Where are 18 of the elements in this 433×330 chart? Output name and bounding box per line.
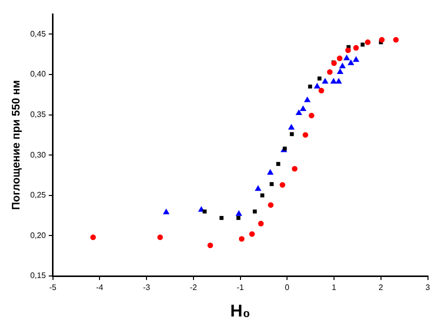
x-tick-label: -4 — [96, 283, 104, 292]
y-tick-label: 0,25 — [30, 190, 46, 200]
y-tick-label: 0,45 — [30, 29, 46, 38]
y-tick-label: 0,35 — [30, 110, 46, 119]
x-tick-label: 0 — [284, 283, 290, 292]
x-tick-label: -5 — [49, 283, 57, 292]
x-tick-label: 1 — [332, 283, 337, 292]
x-tick-label: 2 — [378, 283, 384, 292]
x-tick-label: -2 — [190, 283, 198, 292]
x-tick-label: 3 — [426, 283, 431, 292]
x-axis-title: H₀ — [230, 301, 250, 320]
y-axis-title: Поглощение при 550 нм — [10, 80, 23, 210]
y-tick-label: 0,40 — [30, 70, 46, 79]
x-tick-label: -3 — [142, 283, 151, 292]
x-tick-label: -1 — [236, 283, 244, 292]
y-tick-label: 0,30 — [30, 150, 46, 160]
y-tick-label: 0,20 — [30, 230, 46, 240]
y-tick-label: 0,15 — [30, 271, 46, 280]
